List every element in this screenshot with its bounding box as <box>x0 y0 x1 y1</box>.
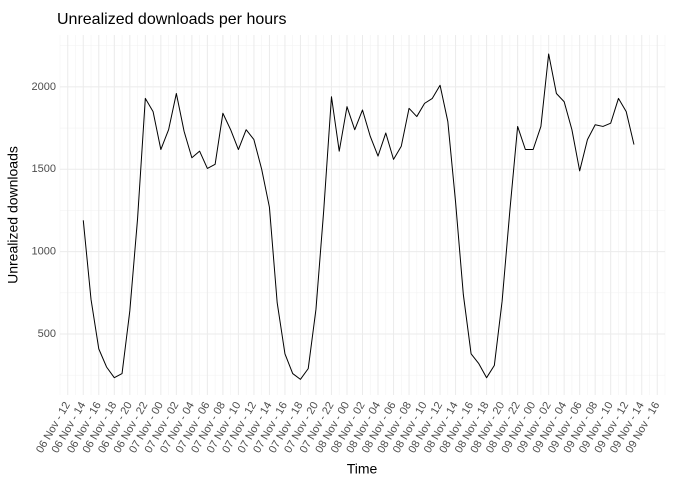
data-line <box>82 53 635 380</box>
chart-title: Unrealized downloads per hours <box>57 11 286 28</box>
y-tick-label: 500 <box>38 328 56 340</box>
y-axis-label: Unrealized downloads <box>5 146 21 284</box>
x-axis-label: Time <box>347 461 378 477</box>
y-tick-label: 1500 <box>32 163 56 175</box>
y-tick-label: 1000 <box>32 246 56 258</box>
y-tick-label: 2000 <box>32 81 56 93</box>
